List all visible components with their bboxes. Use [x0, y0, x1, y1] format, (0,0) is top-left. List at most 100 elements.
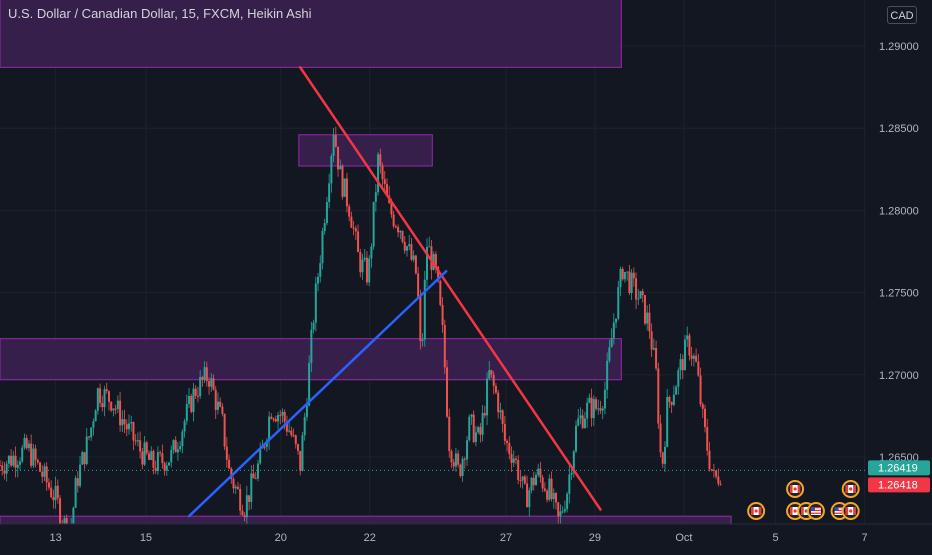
candle — [408, 244, 411, 247]
candle — [225, 446, 228, 460]
candle — [330, 155, 333, 184]
candle — [457, 453, 460, 465]
candle — [517, 459, 520, 481]
candle — [675, 386, 678, 395]
candle — [19, 461, 22, 465]
candle — [328, 183, 331, 203]
us-flag-stripe-icon — [810, 507, 821, 509]
candle — [595, 399, 598, 409]
candle — [32, 448, 35, 466]
candle — [557, 502, 560, 517]
candle — [123, 419, 126, 425]
x-tick-label: 13 — [49, 532, 61, 544]
candle — [145, 442, 148, 454]
candle — [297, 444, 300, 451]
candle — [208, 381, 211, 387]
candle — [608, 347, 611, 361]
candle — [603, 389, 606, 409]
candle — [477, 427, 480, 433]
candle — [494, 385, 497, 393]
candle — [606, 360, 609, 390]
candle — [277, 415, 279, 422]
candle — [661, 452, 664, 464]
candle — [486, 378, 489, 416]
candle — [430, 246, 433, 270]
candle — [599, 408, 602, 411]
candle — [632, 272, 635, 279]
candle — [463, 458, 466, 460]
candle — [139, 440, 142, 452]
x-tick-label: 20 — [275, 532, 287, 544]
time-axis[interactable] — [0, 524, 932, 550]
candle — [712, 469, 715, 471]
candle — [586, 402, 589, 419]
candle — [552, 493, 555, 499]
candle — [668, 396, 671, 403]
candle — [490, 370, 493, 375]
candle — [190, 395, 193, 412]
candle — [110, 401, 113, 411]
candle — [314, 283, 317, 323]
supply-demand-zone[interactable] — [298, 134, 433, 167]
candle — [697, 361, 700, 376]
candle — [506, 440, 509, 444]
candle — [254, 478, 257, 480]
candle — [450, 451, 453, 463]
candle — [283, 411, 286, 422]
candle — [403, 241, 406, 251]
price-axis[interactable] — [866, 0, 932, 550]
candle — [590, 397, 593, 419]
candle — [12, 455, 15, 466]
candle — [203, 367, 206, 380]
candle — [512, 458, 515, 463]
candle — [372, 201, 375, 247]
candle — [452, 462, 455, 467]
candle — [34, 448, 37, 460]
candle — [555, 493, 557, 503]
candle — [303, 417, 306, 436]
candle — [519, 480, 522, 482]
symbol-title[interactable]: U.S. Dollar / Canadian Dollar, 15, FXCM,… — [8, 6, 312, 21]
candle — [497, 392, 500, 413]
support-trendline[interactable] — [187, 269, 448, 518]
candle — [243, 514, 246, 518]
candle — [259, 448, 262, 464]
resistance-trendline[interactable] — [298, 66, 602, 511]
candle — [94, 410, 97, 422]
candle — [141, 451, 144, 465]
candle — [655, 347, 658, 369]
candle — [657, 368, 660, 424]
candle — [321, 231, 324, 264]
candle — [566, 493, 569, 510]
candle — [683, 339, 686, 371]
candle — [648, 312, 651, 332]
candle — [374, 192, 377, 202]
candle — [154, 467, 157, 471]
candle — [332, 135, 335, 156]
candle — [563, 509, 566, 512]
candle — [479, 427, 482, 435]
candle — [392, 214, 395, 227]
candle — [672, 394, 675, 405]
currency-badge[interactable]: CAD — [887, 6, 917, 24]
x-tick-label: Oct — [675, 532, 692, 544]
candle — [521, 476, 524, 481]
candle — [363, 257, 366, 260]
candle — [643, 295, 646, 324]
supply-demand-zone[interactable] — [0, 0, 622, 68]
candle — [626, 271, 629, 273]
candle — [163, 463, 166, 471]
candle — [394, 226, 397, 228]
canada-flag-band-icon — [845, 507, 849, 515]
candle — [454, 453, 457, 467]
candle — [156, 452, 159, 471]
candle — [245, 495, 248, 518]
candle — [270, 416, 273, 419]
candle — [385, 184, 388, 196]
candle — [312, 322, 315, 330]
candle — [179, 446, 182, 450]
candle — [21, 447, 24, 462]
candle — [537, 468, 540, 475]
